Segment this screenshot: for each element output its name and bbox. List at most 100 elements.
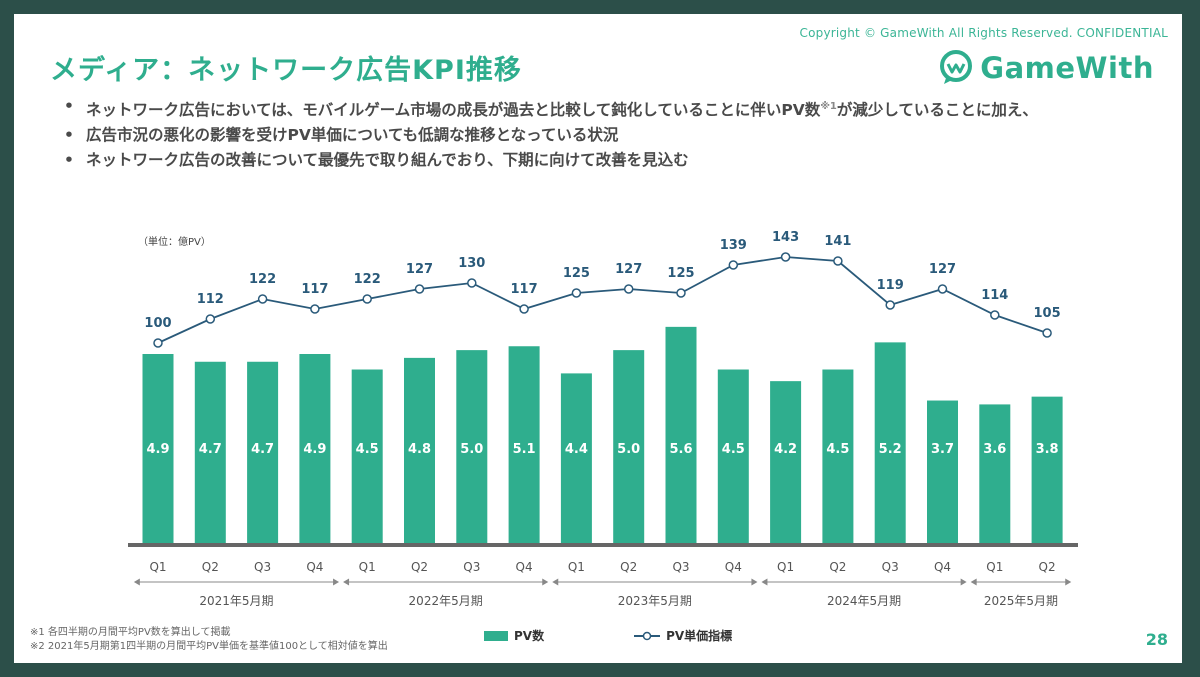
x-tick-label: Q1 [149, 560, 166, 574]
bar-value-label: 3.8 [1036, 442, 1059, 457]
price-index-point [310, 304, 320, 314]
bar [1031, 396, 1063, 544]
bar [142, 354, 174, 544]
fiscal-year-label: 2023年5月期 [618, 594, 692, 608]
logo: GameWith [938, 50, 1154, 86]
bar-value-label: 4.9 [146, 442, 169, 457]
price-index-point [257, 294, 268, 304]
x-tick-label: Q3 [882, 560, 899, 574]
bar [299, 354, 331, 544]
bullet-list: ネットワーク広告においては、モバイルゲーム市場の成長が過去と比較して鈍化している… [64, 94, 1164, 173]
bar [717, 369, 749, 544]
price-index-point [362, 294, 372, 304]
price-index-point [780, 252, 791, 262]
bullet-item: ネットワーク広告の改善について最優先で取り組んでおり、下期に向けて改善を見込む [64, 148, 1164, 173]
bar [979, 404, 1011, 544]
group-bracket-arrow-right [960, 578, 967, 586]
x-tick-label: Q1 [986, 560, 1003, 574]
x-tick-label: Q2 [1039, 560, 1056, 574]
price-index-point [885, 300, 895, 310]
unit-label: （単位：億PV） [138, 235, 211, 248]
x-tick-label: Q2 [829, 560, 846, 574]
price-index-label: 122 [249, 272, 276, 287]
price-index-point [205, 314, 216, 324]
price-index-label: 143 [772, 230, 799, 245]
price-index-label: 119 [877, 278, 904, 293]
price-index-point [1042, 328, 1052, 338]
x-tick-label: Q1 [568, 560, 585, 574]
x-tick-label: Q4 [725, 560, 742, 574]
bar-value-label: 4.4 [565, 442, 588, 457]
price-index-label: 127 [615, 262, 642, 277]
price-index-label: 114 [981, 288, 1008, 303]
price-index-label: 117 [511, 282, 538, 297]
bar-value-label: 4.5 [722, 442, 745, 457]
bullet-item: ネットワーク広告においては、モバイルゲーム市場の成長が過去と比較して鈍化している… [64, 94, 1164, 123]
fiscal-year-label: 2021年5月期 [199, 594, 273, 608]
price-index-label: 112 [197, 292, 224, 307]
fiscal-year-label: 2025年5月期 [984, 594, 1058, 608]
bar [194, 361, 226, 544]
bar [874, 342, 906, 544]
x-tick-label: Q3 [463, 560, 480, 574]
bar-value-label: 4.5 [826, 442, 849, 457]
price-index-label: 125 [667, 266, 694, 281]
footnote-2: ※2 2021年5月期第1四半期の月間平均PV単価を基準値100として相対値を算… [30, 641, 388, 652]
bar-value-label: 5.6 [669, 442, 692, 457]
x-tick-label: Q1 [359, 560, 376, 574]
group-bracket-arrow-right [1065, 578, 1072, 586]
price-index-point [676, 288, 686, 298]
price-index-point [519, 304, 529, 314]
footnote-1: ※1 各四半期の月間平均PV数を算出して掲載 [30, 627, 231, 638]
price-index-point [571, 288, 582, 298]
bar [351, 369, 383, 544]
bar-value-label: 5.0 [460, 442, 483, 457]
fiscal-year-label: 2024年5月期 [827, 594, 901, 608]
bar [927, 400, 958, 544]
chart-legend: PV数 PV単価指標 [484, 627, 732, 644]
price-index-line [157, 256, 1048, 344]
bar [822, 369, 854, 544]
fiscal-year-label: 2022年5月期 [409, 594, 483, 608]
bar [770, 381, 802, 544]
gamewith-logo-icon [940, 50, 973, 84]
price-index-point [728, 260, 739, 270]
price-index-label: 130 [458, 256, 485, 271]
bar-value-label: 4.7 [251, 442, 274, 457]
page-title: メディア：ネットワーク広告KPI推移 [50, 55, 522, 86]
bar-value-label: 4.8 [408, 442, 431, 457]
legend-label-price: PV単価指標 [666, 629, 733, 643]
bar [665, 326, 697, 544]
group-bracket-arrow-left [552, 578, 559, 586]
price-index-point [414, 284, 425, 294]
slide: Copyright © GameWith All Rights Reserved… [14, 14, 1192, 673]
group-bracket-arrow-left [970, 578, 977, 586]
bar [404, 357, 435, 544]
copyright-text: Copyright © GameWith All Rights Reserved… [799, 26, 1168, 40]
x-tick-label: Q3 [672, 560, 689, 574]
bar-value-label: 4.2 [774, 442, 797, 457]
legend-item-price: PV単価指標 [634, 627, 732, 644]
price-index-label: 100 [144, 316, 171, 331]
x-tick-label: Q2 [620, 560, 637, 574]
group-bracket-arrow-right [333, 578, 340, 586]
page-number: 28 [1145, 630, 1168, 649]
price-index-label: 141 [824, 234, 851, 249]
x-tick-label: Q4 [934, 560, 951, 574]
legend-item-pv: PV数 [484, 627, 544, 644]
price-index-label: 127 [929, 262, 956, 277]
x-tick-label: Q3 [254, 560, 271, 574]
bar-value-label: 4.5 [356, 442, 379, 457]
group-bracket-arrow-left [761, 578, 768, 586]
price-index-label: 117 [301, 282, 328, 297]
legend-bar-swatch [484, 630, 508, 641]
bar-value-label: 3.6 [983, 442, 1006, 457]
price-index-point [623, 284, 634, 294]
price-index-point [153, 338, 163, 348]
price-index-point [467, 278, 477, 288]
x-tick-label: Q2 [202, 560, 219, 574]
price-index-label: 127 [406, 262, 433, 277]
bullet-item-continuation: 広告市況の悪化の影響を受けPV単価についても低調な推移となっている状況 [64, 123, 1164, 148]
bar [613, 350, 645, 544]
